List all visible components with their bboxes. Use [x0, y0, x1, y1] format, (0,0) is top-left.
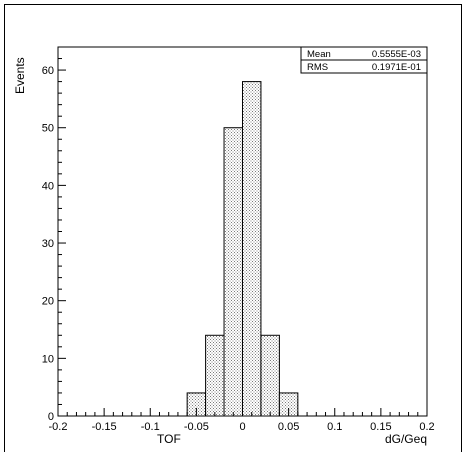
histogram-bar-4: [260, 334, 280, 417]
histogram-bar-1: [205, 334, 225, 417]
x-tick-label: 0.15: [370, 421, 391, 433]
stats-box: Mean 0.5555E-03 RMS 0.1971E-01: [300, 46, 428, 74]
y-tick-label: 50: [42, 123, 54, 135]
x-tick-label: 0.1: [327, 421, 342, 433]
histogram-bar-3: [242, 81, 262, 417]
y-axis-ticks: 0 10 20 30 40 50 60: [42, 46, 66, 423]
y-tick-label: 60: [42, 65, 54, 77]
y-tick-label: 20: [42, 296, 54, 308]
x-tick-label: -0.2: [49, 421, 68, 433]
x-tick-label: -0.05: [184, 421, 209, 433]
y-tick-label: 0: [48, 411, 54, 423]
stats-label: Mean: [307, 49, 331, 60]
x-tick-label: 0.05: [278, 421, 299, 433]
histogram-bars: [186, 81, 299, 417]
stats-value: 0.5555E-03: [372, 49, 421, 60]
stats-label: RMS: [307, 62, 328, 73]
y-axis-label: Events: [13, 57, 27, 94]
tof-label: TOF: [157, 432, 181, 446]
x-axis-label: dG/Geq: [385, 432, 427, 446]
y-tick-label: 40: [42, 180, 54, 192]
histogram-bar-2: [223, 127, 244, 417]
x-axis-ticks: -0.2 -0.15 -0.1 -0.05 0 0.05 0.1 0.15 0.2: [49, 408, 435, 433]
x-tick-label: 0.2: [419, 421, 434, 433]
y-tick-label: 30: [42, 238, 54, 250]
stats-value: 0.1971E-01: [372, 62, 421, 73]
y-tick-label: 10: [42, 353, 54, 365]
x-tick-label: -0.1: [141, 421, 160, 433]
canvas-frame: [4, 4, 462, 452]
x-tick-label: 0: [239, 421, 245, 433]
x-tick-label: -0.15: [92, 421, 117, 433]
